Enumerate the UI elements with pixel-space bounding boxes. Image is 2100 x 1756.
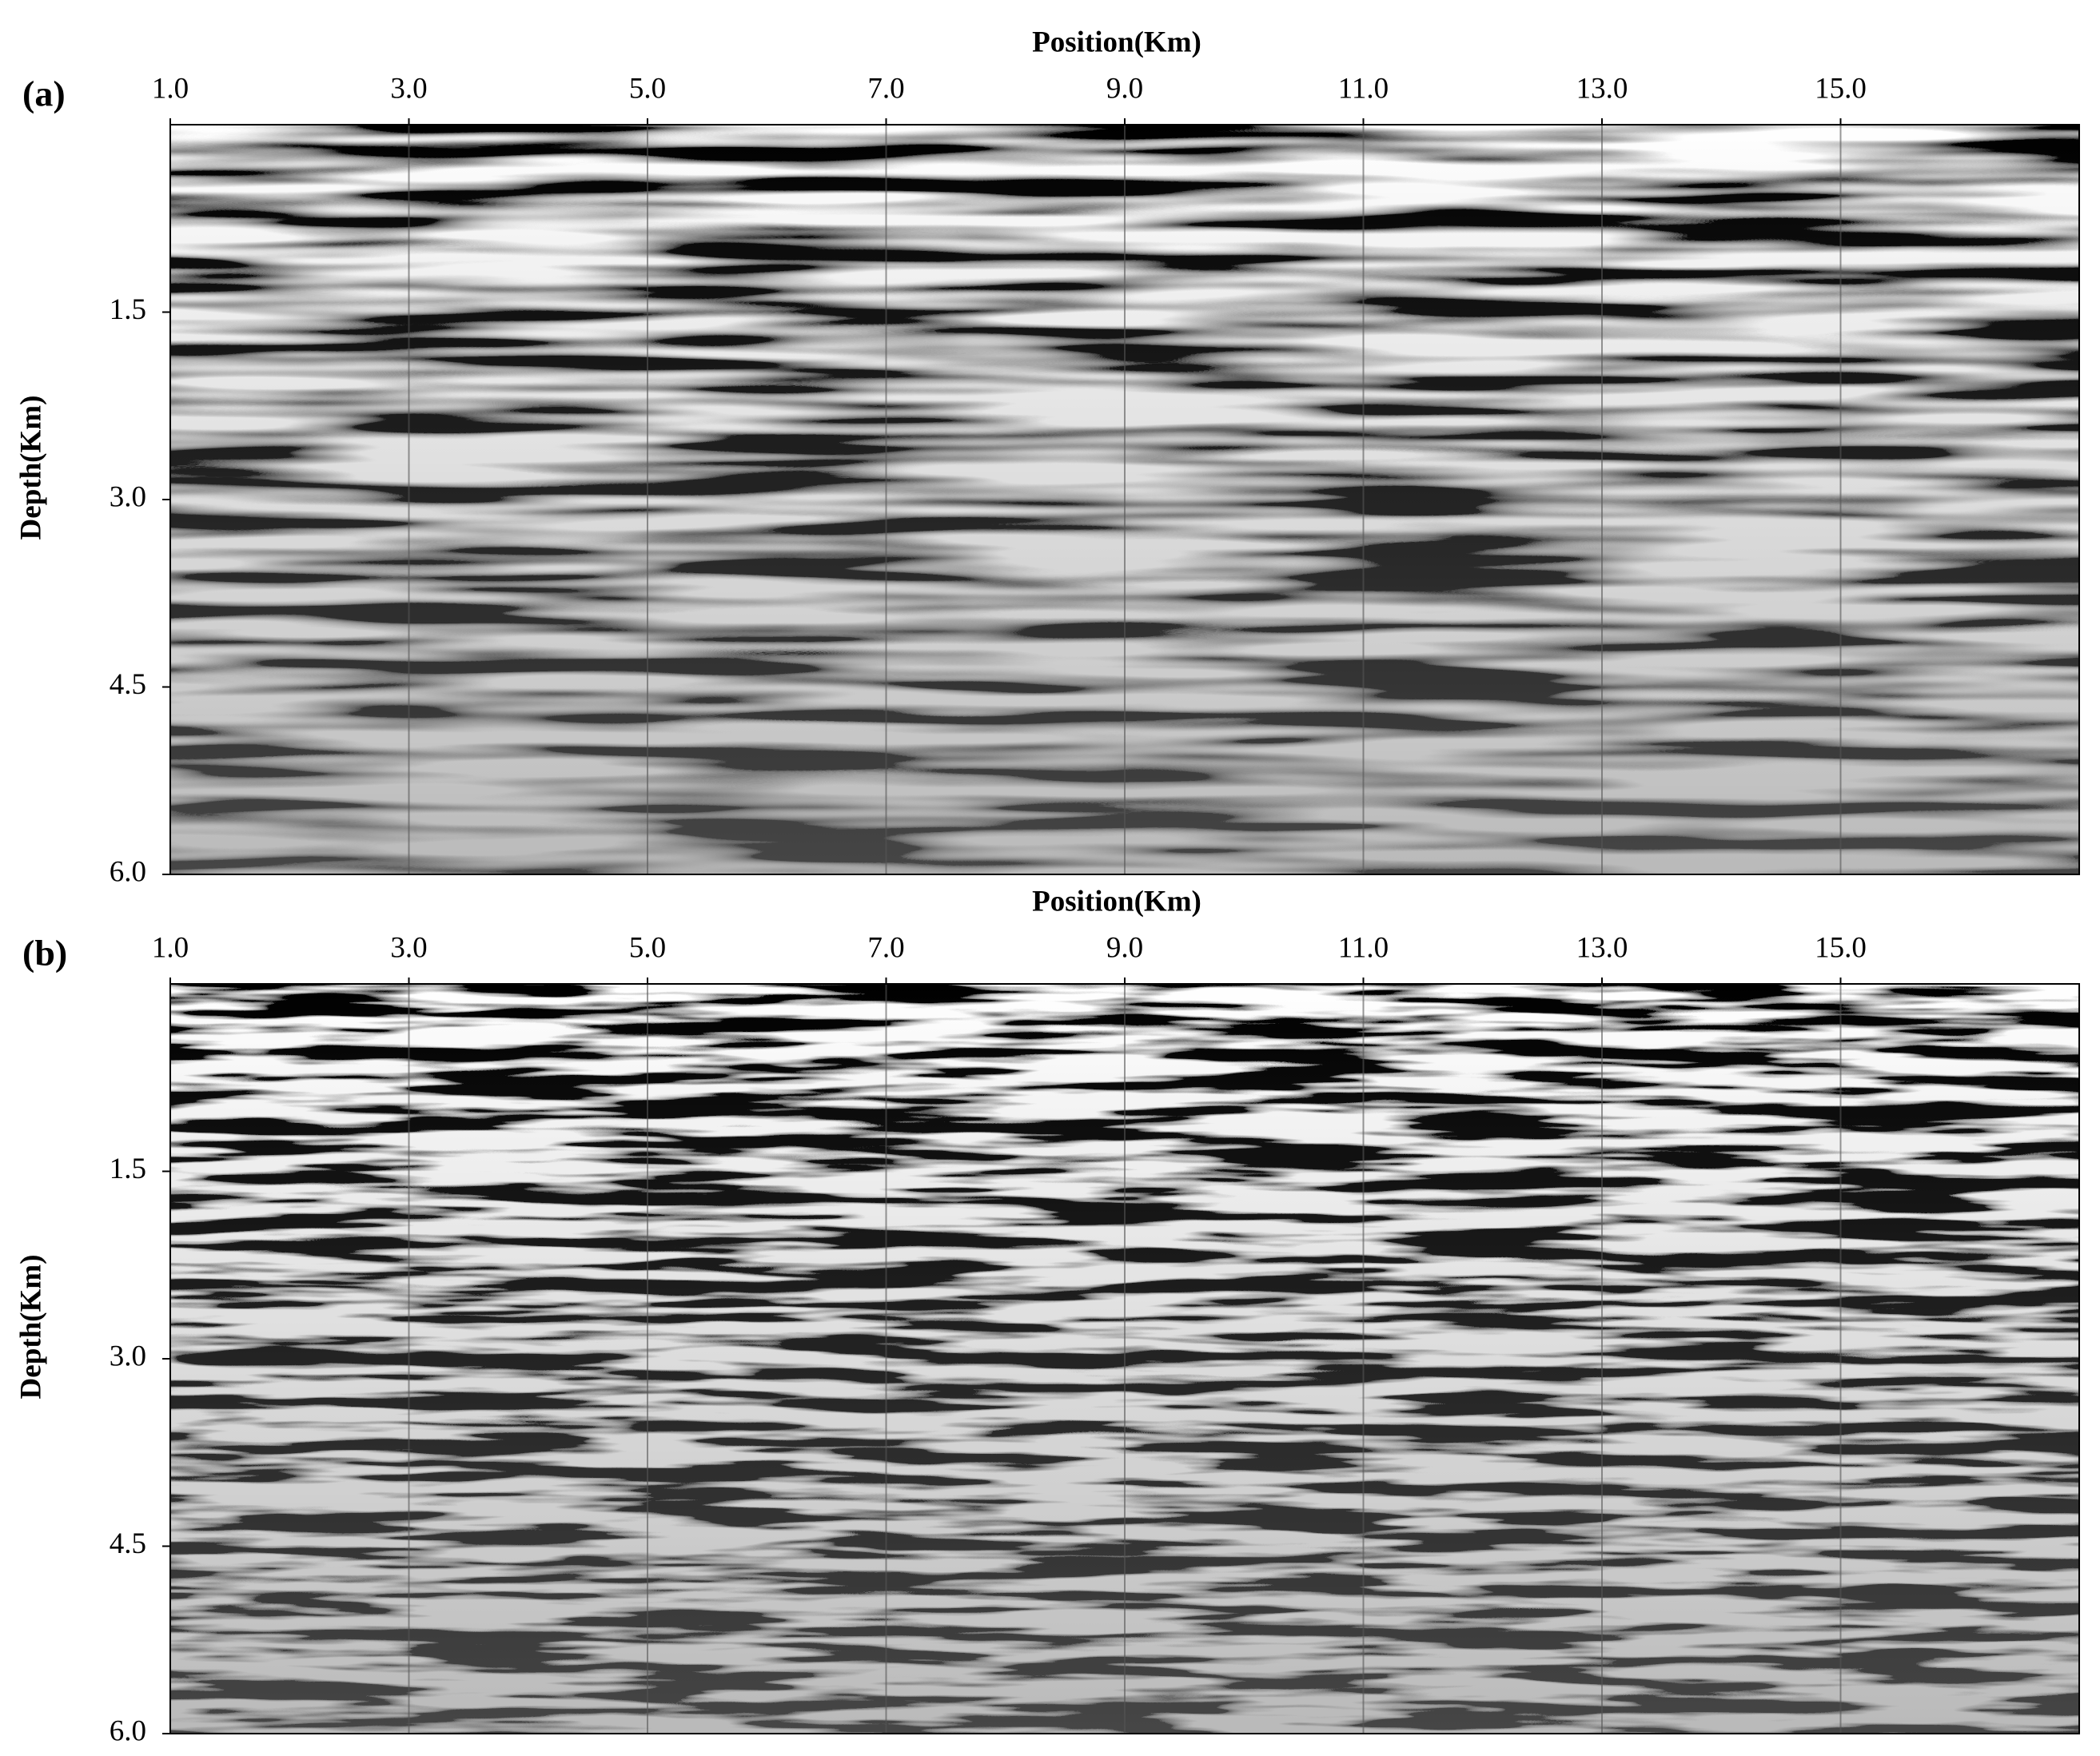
x-tick-label: 9.0 xyxy=(1106,72,1143,105)
y-tick-label: 6.0 xyxy=(110,1714,146,1747)
plot-frame xyxy=(169,124,2080,875)
panel: 1.0 3.0 5.0 7.0 9.0 11.0 13.0 15.0 1.5 3.0 4.5 6.0 P… xyxy=(14,885,2080,1747)
x-tick-label: 13.0 xyxy=(1576,72,1628,105)
panel: 1.0 3.0 5.0 7.0 9.0 11.0 13.0 15.0 1.5 3.0 4.5 6.0 P… xyxy=(14,26,2080,888)
x-tick-label: 5.0 xyxy=(629,931,666,964)
y-tick-label: 4.5 xyxy=(110,668,146,701)
x-tick-label: 1.0 xyxy=(152,931,189,964)
plot-frame xyxy=(169,983,2080,1734)
y-tick-label: 6.0 xyxy=(110,855,146,888)
y-tick-label: 3.0 xyxy=(110,480,146,513)
x-tick-label: 1.0 xyxy=(152,72,189,105)
x-tick-label: 7.0 xyxy=(867,72,904,105)
panel-label: (a) xyxy=(22,74,66,114)
y-tick-label: 3.0 xyxy=(110,1340,146,1372)
x-tick-label: 15.0 xyxy=(1815,931,1867,964)
x-tick-label: 7.0 xyxy=(867,931,904,964)
x-tick-label: 11.0 xyxy=(1338,931,1389,964)
panel-label: (b) xyxy=(22,933,67,974)
y-tick-label: 1.5 xyxy=(110,293,146,326)
x-tick-label: 3.0 xyxy=(390,72,427,105)
y-tick-label: 4.5 xyxy=(110,1527,146,1560)
y-axis-title: Depth(Km) xyxy=(14,1255,47,1400)
x-axis-title: Position(Km) xyxy=(1032,26,1201,58)
x-tick-label: 5.0 xyxy=(629,72,666,105)
y-tick-label: 1.5 xyxy=(110,1153,146,1185)
x-tick-label: 11.0 xyxy=(1338,72,1389,105)
x-tick-label: 13.0 xyxy=(1576,931,1628,964)
x-axis-title: Position(Km) xyxy=(1032,885,1201,918)
x-tick-label: 3.0 xyxy=(390,931,427,964)
x-tick-label: 9.0 xyxy=(1106,931,1143,964)
x-tick-label: 15.0 xyxy=(1815,72,1867,105)
y-axis-title: Depth(Km) xyxy=(14,396,47,540)
